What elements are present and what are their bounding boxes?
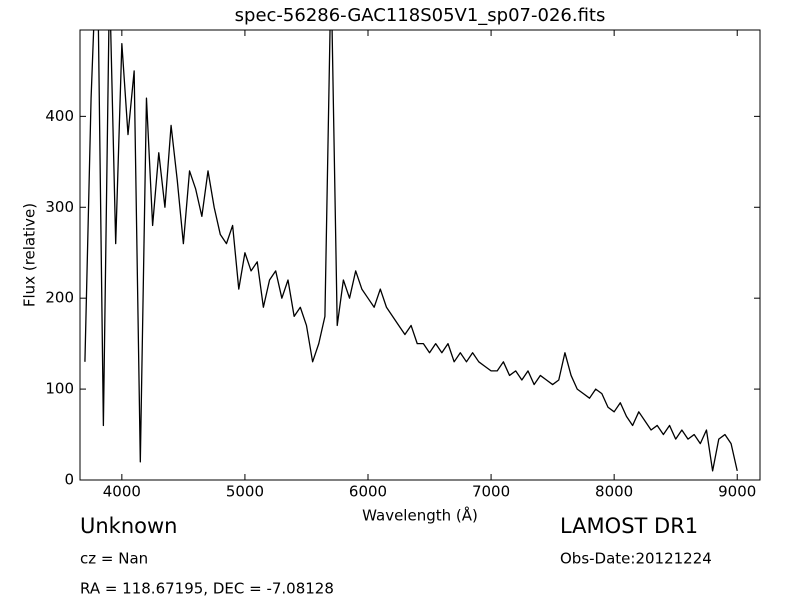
y-tick-label: 200 [45, 289, 74, 307]
plot-frame [79, 29, 761, 481]
annotation: RA = 118.67195, DEC = -7.08128 [80, 580, 334, 598]
annotation: Obs-Date:20121224 [560, 550, 712, 568]
annotation: LAMOST DR1 [560, 514, 698, 538]
x-tick-label: 7000 [472, 483, 510, 501]
x-tick-label: 6000 [349, 483, 387, 501]
y-tick-label: 100 [45, 380, 74, 398]
x-tick-label: 9000 [718, 483, 756, 501]
annotation: Unknown [80, 514, 177, 538]
spectrum-line [84, 30, 738, 472]
y-tick-label: 300 [45, 198, 74, 216]
annotation: cz = Nan [80, 550, 148, 568]
x-axis-label: Wavelength (Å) [362, 506, 478, 525]
chart-title: spec-56286-GAC118S05V1_sp07-026.fits [235, 5, 606, 26]
x-tick-label: 4000 [103, 483, 141, 501]
y-tick-label: 0 [64, 471, 74, 489]
y-tick-label: 400 [45, 107, 74, 125]
x-tick-label: 8000 [595, 483, 633, 501]
x-tick-label: 5000 [226, 483, 264, 501]
y-axis-label: Flux (relative) [21, 203, 39, 307]
plot-area [84, 30, 738, 472]
